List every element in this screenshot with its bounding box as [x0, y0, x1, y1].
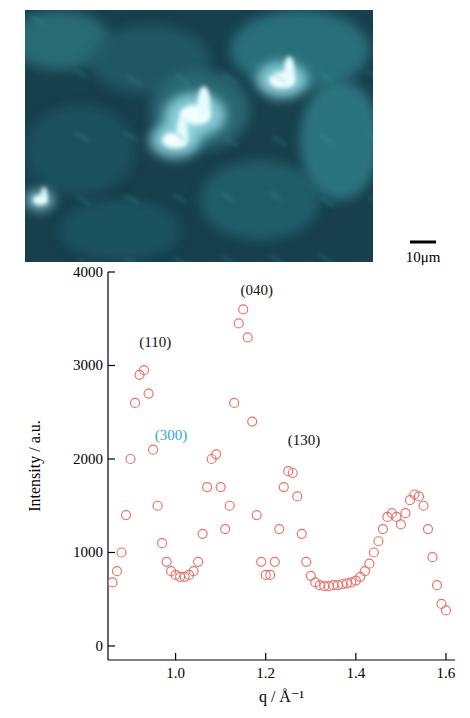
y-tick-label: 2000 — [73, 451, 103, 467]
data-point — [189, 567, 198, 576]
data-point — [279, 483, 288, 492]
data-point — [117, 548, 126, 557]
data-point — [203, 483, 212, 492]
data-point — [221, 525, 230, 534]
data-point — [234, 319, 243, 328]
data-point — [158, 539, 167, 548]
data-point — [126, 454, 135, 463]
data-point — [275, 525, 284, 534]
data-point — [270, 557, 279, 566]
y-tick — [108, 365, 115, 366]
scale-bar — [410, 241, 436, 244]
data-point — [212, 450, 221, 459]
data-point — [297, 529, 306, 538]
peak-label: (110) — [139, 334, 171, 351]
data-point — [432, 581, 441, 590]
data-point — [216, 483, 225, 492]
y-axis-title: Intensity / a.u. — [26, 420, 44, 512]
x-tick — [445, 653, 446, 660]
data-point — [257, 557, 266, 566]
y-axis — [107, 272, 108, 660]
peak-label: (130) — [288, 432, 321, 449]
data-point — [162, 557, 171, 566]
data-point — [243, 333, 252, 342]
peak-label: (040) — [240, 282, 273, 299]
x-tick-label: 1.6 — [437, 665, 456, 681]
data-point — [441, 606, 450, 615]
y-tick — [108, 645, 115, 646]
y-tick — [108, 458, 115, 459]
x-tick-label: 1.4 — [346, 665, 365, 681]
data-point — [356, 572, 365, 581]
x-tick-label: 1.2 — [256, 665, 275, 681]
data-point — [144, 389, 153, 398]
data-point — [113, 567, 122, 576]
data-point — [302, 557, 311, 566]
data-point — [122, 511, 131, 520]
data-point — [369, 548, 378, 557]
x-tick — [175, 653, 176, 660]
data-point — [131, 398, 140, 407]
data-point — [396, 520, 405, 529]
x-tick — [265, 653, 266, 660]
data-point — [428, 553, 437, 562]
data-point — [405, 496, 414, 505]
data-point — [365, 559, 374, 568]
data-point — [288, 469, 297, 478]
data-point — [401, 509, 410, 518]
x-axis — [108, 659, 455, 660]
data-point — [108, 578, 117, 587]
data-point — [423, 525, 432, 534]
peak-label: (300) — [155, 427, 188, 444]
micrograph — [25, 10, 373, 262]
data-point — [225, 501, 234, 510]
canvas: 10μm 0 1000 2000 3000 4000 1.0 1.2 1.4 1.6 q / Å⁻¹… — [0, 0, 470, 718]
y-tick-label: 4000 — [73, 264, 103, 280]
data-point — [266, 570, 275, 579]
data-points — [108, 305, 450, 615]
data-point — [378, 525, 387, 534]
data-point — [374, 537, 383, 546]
figure: 10μm 0 1000 2000 3000 4000 1.0 1.2 1.4 1.6 q / Å⁻¹… — [0, 0, 470, 718]
data-point — [252, 511, 261, 520]
y-tick-label: 1000 — [73, 544, 103, 560]
axes: 0 1000 2000 3000 4000 1.0 1.2 1.4 1.6 — [73, 264, 456, 681]
data-point — [140, 366, 149, 375]
data-point — [248, 417, 257, 426]
data-point — [419, 501, 428, 510]
x-axis-title: q / Å⁻¹ — [259, 688, 304, 706]
x-tick-label: 1.0 — [166, 665, 185, 681]
data-point — [293, 492, 302, 501]
data-point — [414, 492, 423, 501]
data-point — [437, 599, 446, 608]
y-tick-label: 0 — [96, 638, 104, 654]
data-point — [306, 571, 315, 580]
data-point — [239, 305, 248, 314]
scale-bar-label: 10μm — [406, 249, 441, 265]
data-point — [153, 501, 162, 510]
data-point — [230, 398, 239, 407]
data-point — [149, 445, 158, 454]
y-tick — [108, 552, 115, 553]
y-tick-label: 3000 — [73, 357, 103, 373]
data-point — [198, 529, 207, 538]
x-tick — [355, 653, 356, 660]
y-tick — [108, 271, 115, 272]
data-point — [194, 557, 203, 566]
